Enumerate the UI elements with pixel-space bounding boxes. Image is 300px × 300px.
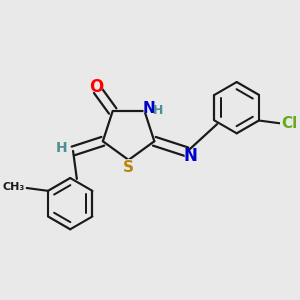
Text: Cl: Cl bbox=[281, 116, 297, 131]
Text: N: N bbox=[142, 101, 155, 116]
Text: CH₃: CH₃ bbox=[3, 182, 25, 192]
Text: N: N bbox=[183, 147, 198, 165]
Text: H: H bbox=[152, 104, 163, 117]
Text: N: N bbox=[142, 99, 156, 117]
Text: H: H bbox=[56, 141, 68, 155]
Text: H: H bbox=[152, 103, 164, 117]
Text: S: S bbox=[123, 160, 134, 175]
Text: N: N bbox=[183, 147, 197, 165]
Text: O: O bbox=[88, 78, 104, 96]
Text: S: S bbox=[123, 158, 135, 176]
Text: H: H bbox=[55, 141, 68, 156]
Text: O: O bbox=[89, 78, 103, 96]
